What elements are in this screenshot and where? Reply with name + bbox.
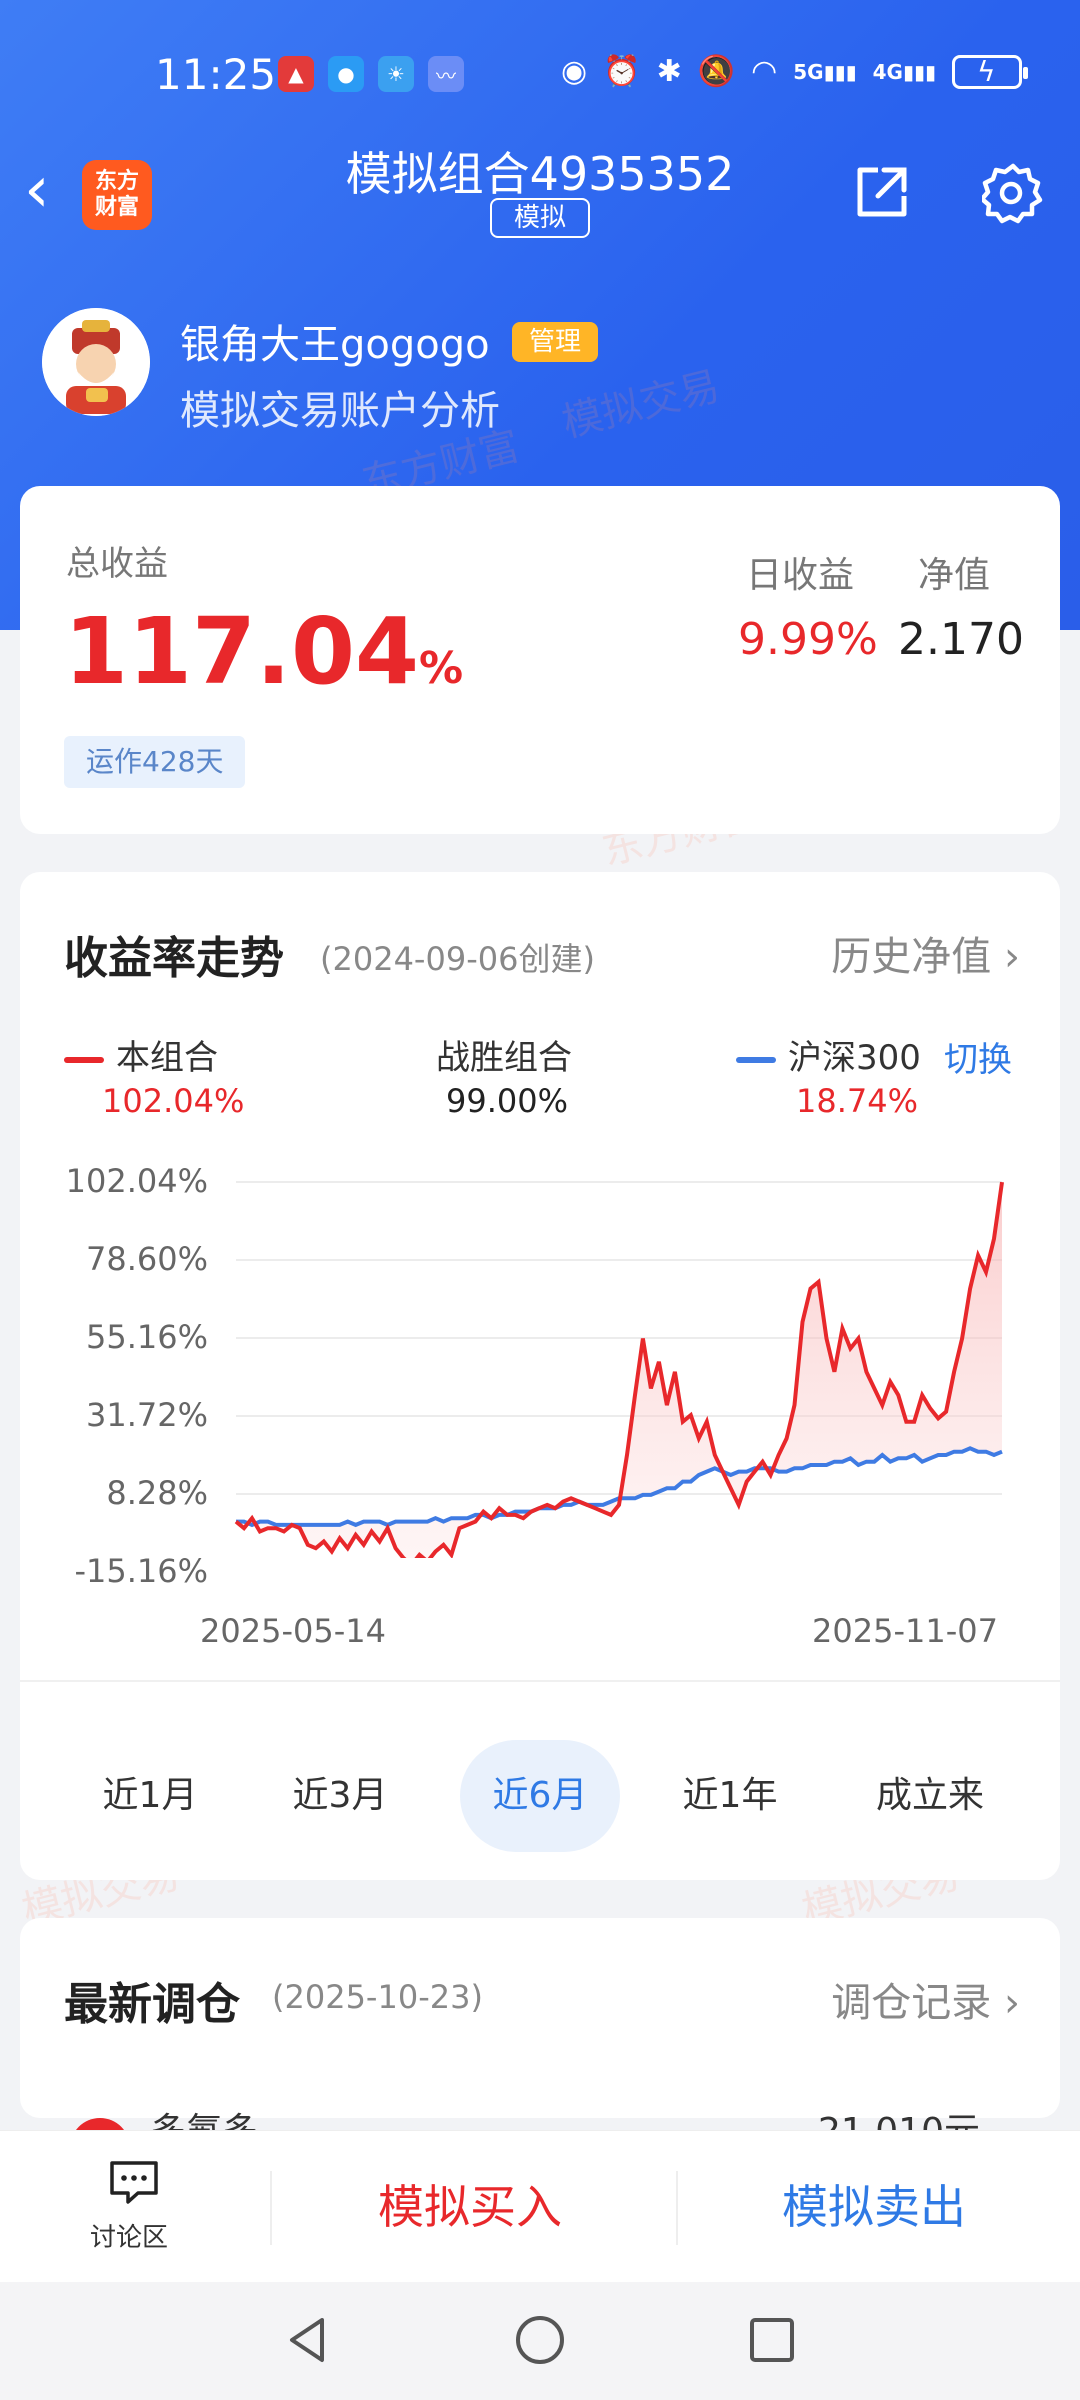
legend-csi300[interactable]: 沪深300	[736, 1030, 921, 1079]
legend-label: 沪深300	[788, 1038, 921, 1078]
account-subtitle: 模拟交易账户分析	[180, 388, 500, 434]
signal-5g-icon: 5G▮▮▮	[793, 59, 857, 84]
rebalance-history-link[interactable]: 调仓记录 ›	[831, 1970, 1020, 2028]
total-return-number: 117.04	[64, 598, 420, 705]
total-return-value: 117.04%	[64, 598, 463, 705]
daily-return-label: 日收益	[746, 555, 855, 596]
alarm-icon: ⏰	[603, 54, 641, 89]
total-return-unit: %	[419, 643, 464, 694]
discussion-label[interactable]: 讨论区	[90, 2223, 169, 2253]
legend-label: 战胜组合	[436, 1038, 572, 1078]
signal-4g-icon: 4G▮▮▮	[872, 59, 936, 84]
system-nav-bar	[0, 2282, 1080, 2400]
history-nav-link[interactable]: 历史净值 ›	[831, 924, 1020, 982]
chevron-right-icon: ›	[1004, 934, 1020, 980]
status-time: 11:25	[155, 49, 277, 99]
legend-line-red	[64, 1056, 104, 1063]
nav-recents-icon[interactable]	[744, 2312, 800, 2368]
running-days-tag: 运作428天	[64, 736, 246, 788]
period-inception[interactable]: 成立来	[875, 1775, 984, 1816]
bottom-action-bar: 讨论区 模拟买入 模拟卖出	[0, 2130, 1080, 2282]
avatar-image	[42, 308, 150, 416]
x-tick-label: 2025-11-07	[812, 1612, 998, 1650]
summary-card: 总收益 117.04% 运作428天 日收益 净值 9.99% 2.170	[20, 486, 1060, 834]
logo-text: 财富	[94, 195, 139, 220]
gear-icon[interactable]	[982, 162, 1044, 224]
legend-beaten: 战胜组合	[436, 1030, 572, 1079]
wifi-icon: ◠	[751, 54, 778, 89]
user-name[interactable]: 银角大王gogogo	[180, 322, 490, 368]
nav-home-icon[interactable]	[512, 2312, 568, 2368]
status-app-icons: ▲ ● ☀ 〰	[278, 56, 464, 92]
rebalance-card: 最新调仓 (2025-10-23) 调仓记录 › 多氟多 21,010元	[20, 1918, 1060, 2178]
admin-badge: 管理	[512, 322, 598, 362]
back-button[interactable]: ‹	[24, 153, 50, 227]
logo-text: 东方	[94, 169, 139, 194]
y-tick-label: 31.72%	[85, 1396, 208, 1434]
divider	[676, 2171, 678, 2245]
legend-portfolio-value: 102.04%	[102, 1082, 245, 1120]
y-tick-label: 78.60%	[85, 1240, 208, 1278]
page-title: 模拟组合4935352	[345, 147, 735, 201]
simulate-sell-button[interactable]: 模拟卖出	[782, 2180, 966, 2234]
rebalance-history-label: 调仓记录	[831, 1980, 992, 2026]
period-6m[interactable]: 近6月	[460, 1740, 620, 1852]
trend-title: 收益率走势	[64, 933, 284, 984]
share-icon[interactable]	[852, 162, 912, 222]
y-tick-label: 102.04%	[65, 1162, 208, 1200]
chevron-right-icon: ›	[1004, 1980, 1020, 2026]
divider	[270, 2171, 272, 2245]
legend-csi300-value: 18.74%	[796, 1082, 919, 1120]
legend-label: 本组合	[116, 1038, 218, 1078]
status-bar: 11:25 ▲ ● ☀ 〰 ◉ ⏰ ✱ 🔕 ◠ 5G▮▮▮ 4G▮▮▮ ϟ	[0, 40, 1080, 108]
trend-card: 收益率走势 (2024-09-06创建) 历史净值 › 本组合 102.04% …	[20, 872, 1060, 1880]
divider	[20, 1680, 1060, 1682]
net-value-value: 2.170	[898, 614, 1024, 665]
legend-line-blue	[736, 1056, 776, 1063]
return-trend-chart[interactable]	[20, 1168, 1060, 1558]
eye-icon: ◉	[561, 54, 588, 89]
mute-icon: 🔕	[697, 54, 736, 89]
x-tick-label: 2025-05-14	[200, 1612, 386, 1650]
rebalance-title: 最新调仓	[64, 1979, 240, 2030]
y-tick-label: -15.16%	[74, 1552, 208, 1590]
nav-back-icon[interactable]	[280, 2312, 336, 2368]
chart-app-icon: 〰	[428, 56, 464, 92]
weather-app-icon: ☀	[378, 56, 414, 92]
total-return-label: 总收益	[66, 544, 168, 584]
csi300-series-line	[236, 1446, 1003, 1528]
stock-app-icon: ▲	[278, 56, 314, 92]
discussion-icon[interactable]	[108, 2159, 160, 2205]
period-1m[interactable]: 近1月	[102, 1775, 198, 1816]
daily-return-value: 9.99%	[738, 614, 878, 665]
message-app-icon: ●	[328, 56, 364, 92]
rebalance-date: (2025-10-23)	[272, 1978, 483, 2016]
y-tick-label: 55.16%	[85, 1318, 208, 1356]
simulate-buy-button[interactable]: 模拟买入	[378, 2180, 562, 2234]
battery-icon: ϟ	[952, 54, 1028, 89]
simulation-badge: 模拟	[490, 198, 590, 238]
created-date: (2024-09-06创建)	[320, 940, 595, 978]
switch-benchmark-link[interactable]: 切换	[944, 1040, 1012, 1080]
legend-portfolio[interactable]: 本组合	[64, 1030, 218, 1079]
status-indicators: ◉ ⏰ ✱ 🔕 ◠ 5G▮▮▮ 4G▮▮▮ ϟ	[561, 54, 1028, 89]
portfolio-series-line	[234, 1181, 1004, 1558]
y-tick-label: 8.28%	[106, 1474, 208, 1512]
app-logo: 东方 财富	[82, 160, 152, 230]
bluetooth-icon: ✱	[656, 54, 682, 89]
net-value-label: 净值	[918, 555, 991, 596]
period-1y[interactable]: 近1年	[682, 1775, 778, 1816]
period-3m[interactable]: 近3月	[292, 1775, 388, 1816]
legend-beaten-value: 99.00%	[446, 1082, 569, 1120]
avatar[interactable]	[42, 308, 150, 416]
history-nav-label: 历史净值	[831, 934, 992, 980]
